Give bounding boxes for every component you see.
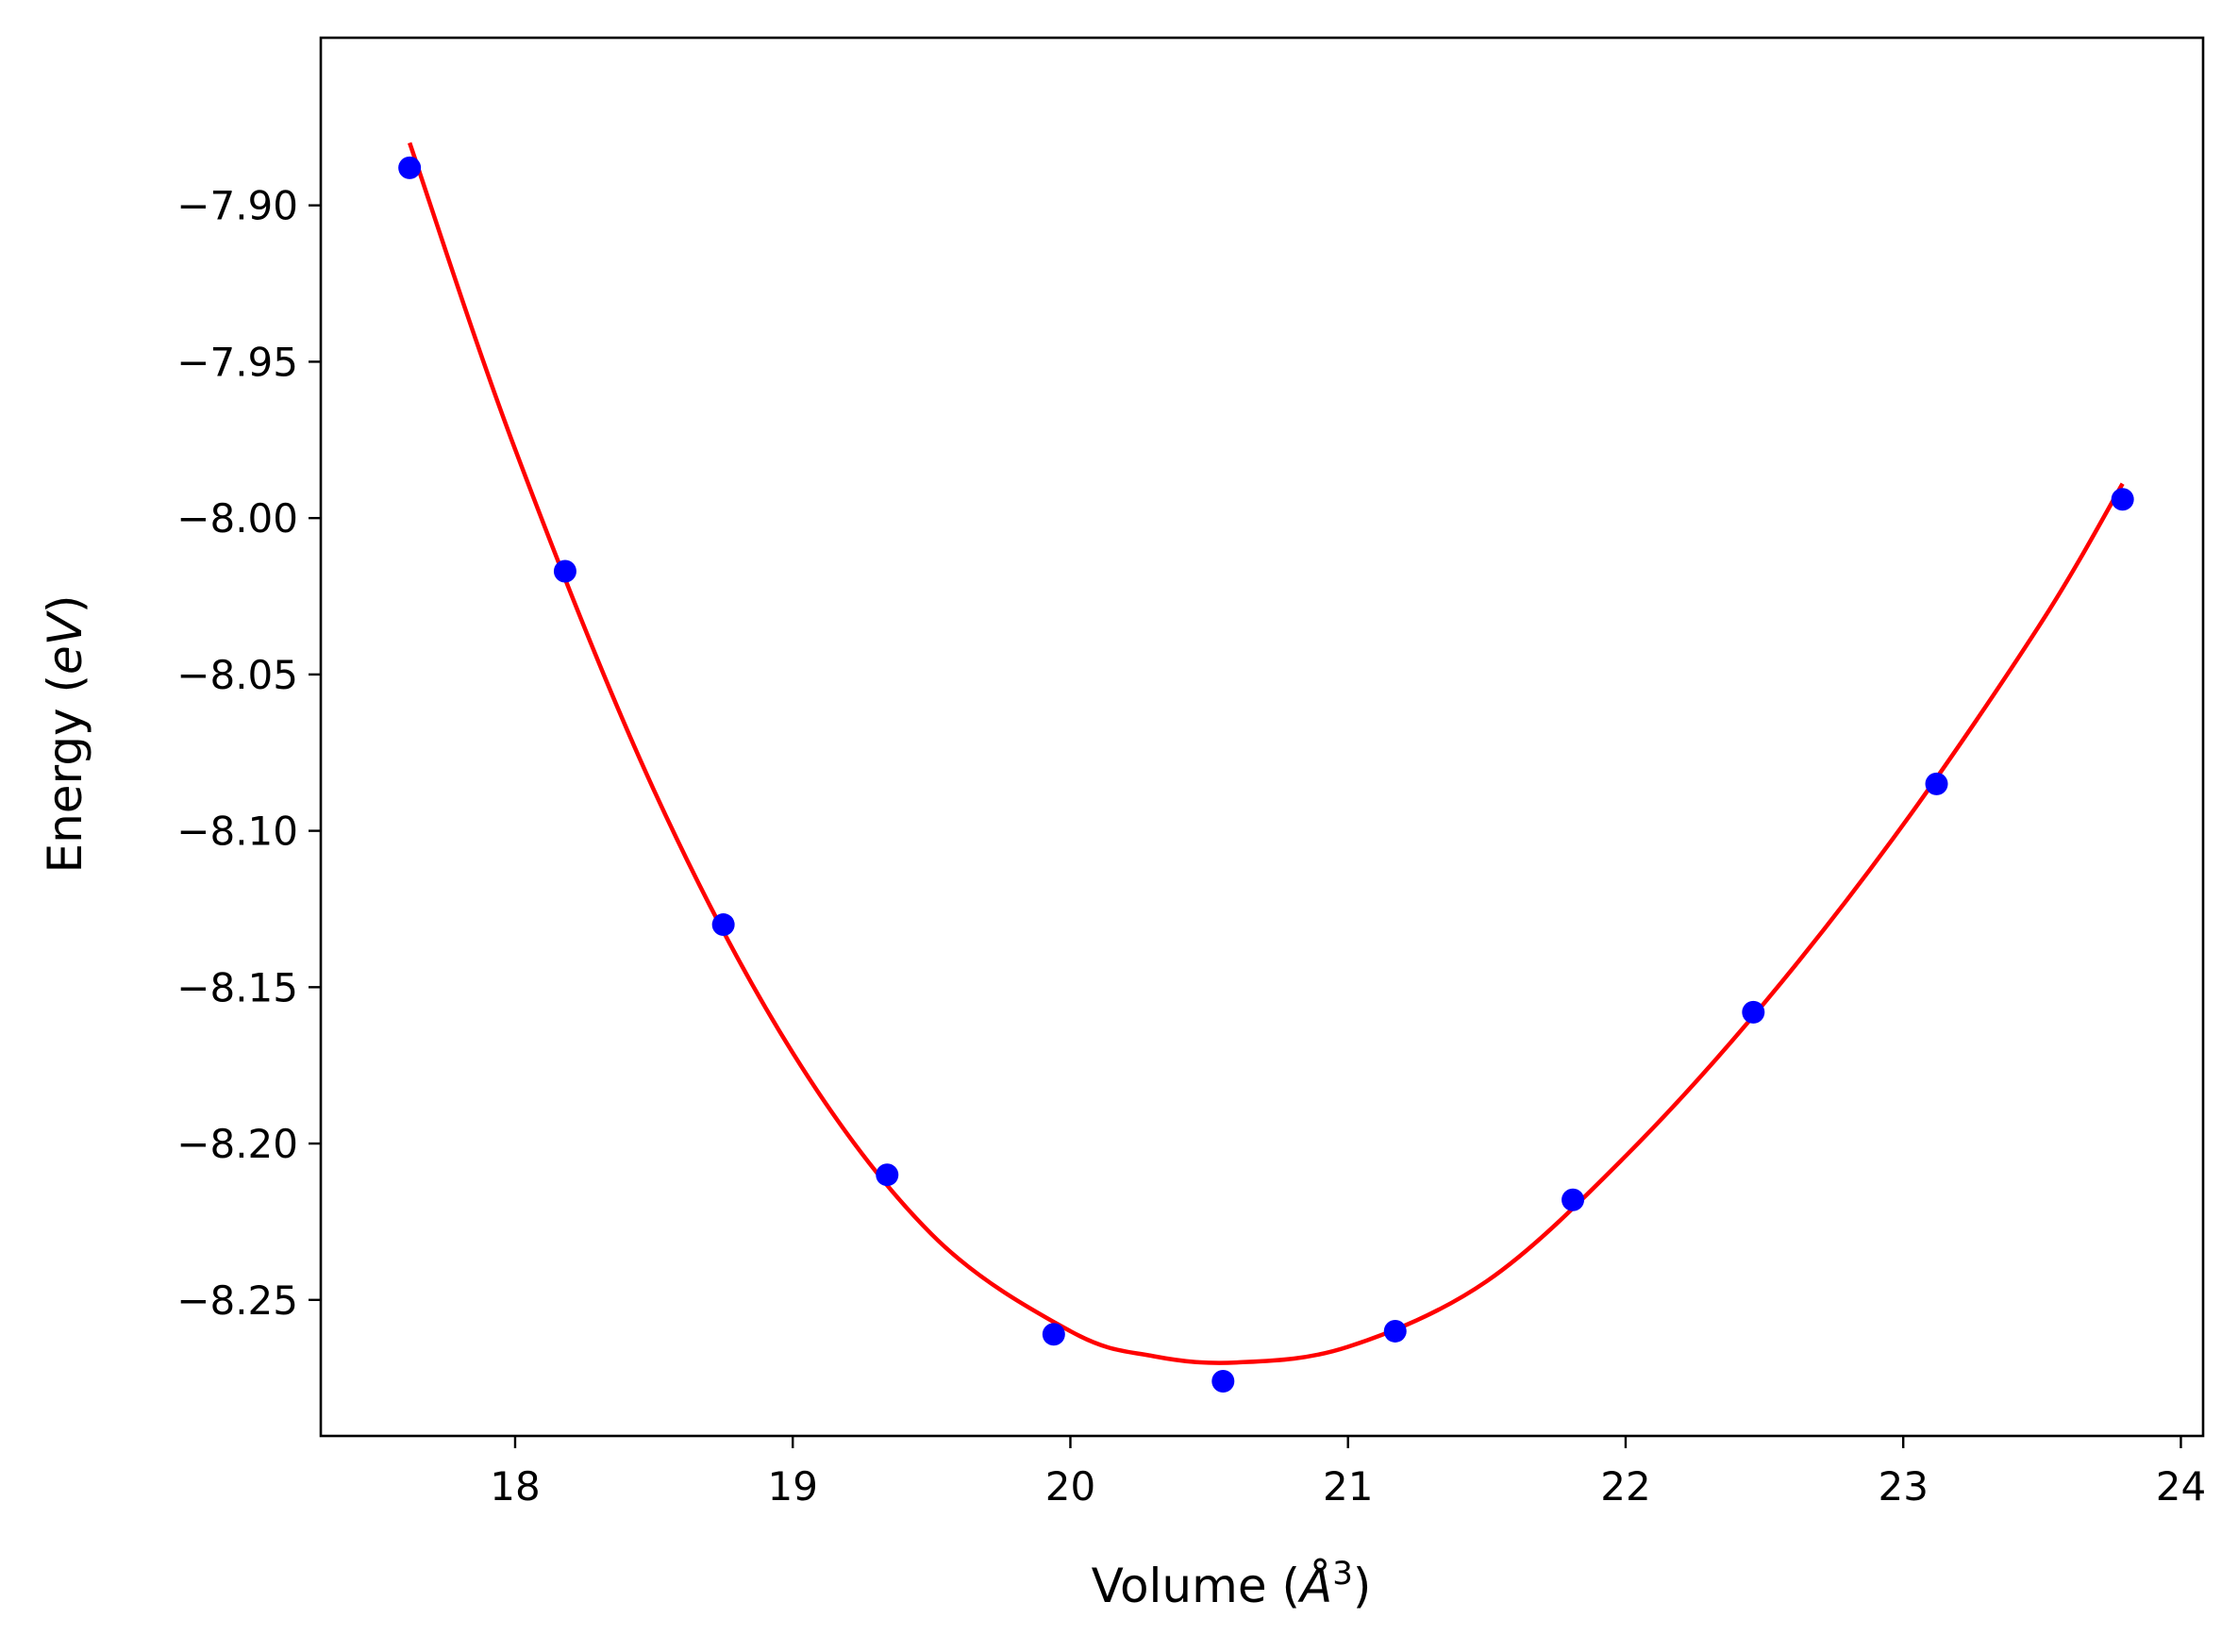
- x-tick-label: 18: [490, 1463, 540, 1510]
- x-tick-label: 24: [2156, 1463, 2206, 1510]
- data-point: [1562, 1188, 1585, 1211]
- data-point: [1925, 772, 1948, 795]
- x-tick-label: 22: [1600, 1463, 1650, 1510]
- x-tick-label: 23: [1878, 1463, 1928, 1510]
- data-point: [711, 913, 735, 937]
- fit-curve-layer: [408, 142, 2125, 1365]
- y-axis-ticks: −7.90 −7.95 −8.00 −8.05 −8.10 −8.15 −8.20 −8.25: [176, 183, 321, 1324]
- y-tick-label: −8.15: [176, 964, 298, 1010]
- data-point: [553, 559, 576, 583]
- y-tick-label: −8.25: [176, 1277, 298, 1324]
- y-tick-label: −8.20: [176, 1121, 298, 1167]
- x-axis-label: Volume (Å3): [1092, 1555, 1372, 1613]
- y-axis-label: Energy (eV): [38, 595, 92, 874]
- y-tick-label: −8.00: [176, 495, 298, 542]
- x-tick-label: 20: [1045, 1463, 1095, 1510]
- x-tick-label: 19: [767, 1463, 817, 1510]
- data-point: [1383, 1319, 1407, 1343]
- data-point: [1742, 1000, 1765, 1024]
- plot-frame: [319, 36, 2205, 1438]
- y-tick-label: −7.90: [176, 183, 298, 229]
- x-axis-ticks: 18 19 20 21 22 23 24: [490, 1436, 2206, 1510]
- data-point: [398, 156, 422, 179]
- data-point: [1211, 1369, 1235, 1393]
- data-point: [1042, 1323, 1065, 1346]
- fit-curve-line: [408, 142, 2125, 1365]
- x-tick-label: 21: [1323, 1463, 1373, 1510]
- data-point: [876, 1163, 899, 1187]
- data-points-layer: [398, 156, 2134, 1393]
- y-tick-label: −7.95: [176, 339, 298, 385]
- y-tick-label: −8.10: [176, 809, 298, 855]
- data-point: [2111, 488, 2134, 511]
- y-tick-label: −8.05: [176, 652, 298, 698]
